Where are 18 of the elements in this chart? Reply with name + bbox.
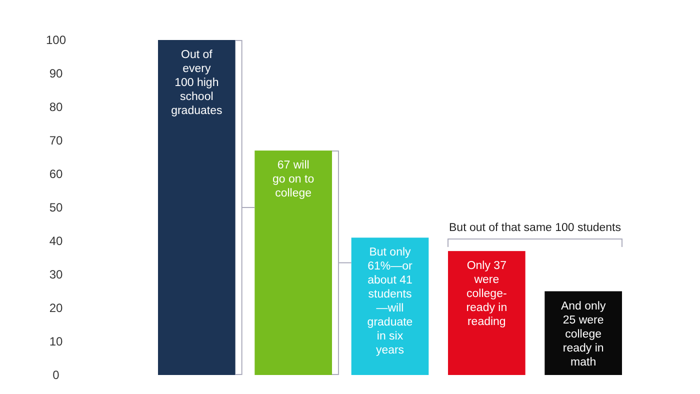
annotation: Only 37 were college- ready in reading [466, 260, 508, 328]
y-tick-label: 70 [49, 134, 63, 148]
y-tick-label: 80 [49, 100, 63, 114]
annotation: But out of that same 100 students [449, 222, 622, 234]
annotation: 67 will go on to college [272, 160, 314, 200]
annotation: And only 25 were college ready in math [560, 300, 606, 368]
y-tick-label: 10 [49, 334, 63, 349]
y-tick-label: 20 [49, 301, 63, 316]
y-tick-label: 90 [49, 66, 63, 81]
annotation: Out of every 100 high school graduates [171, 49, 222, 117]
y-tick-label: 40 [49, 234, 63, 248]
y-tick-label: 60 [49, 167, 63, 182]
y-tick-label: 30 [49, 268, 63, 282]
bar [448, 251, 526, 375]
annotation: But only 61%—or about 41 students —will graduate in six years [367, 246, 413, 357]
y-tick-label: 100 [46, 33, 66, 48]
y-tick-label: 0 [52, 368, 60, 382]
y-tick-label: 50 [49, 200, 63, 215]
